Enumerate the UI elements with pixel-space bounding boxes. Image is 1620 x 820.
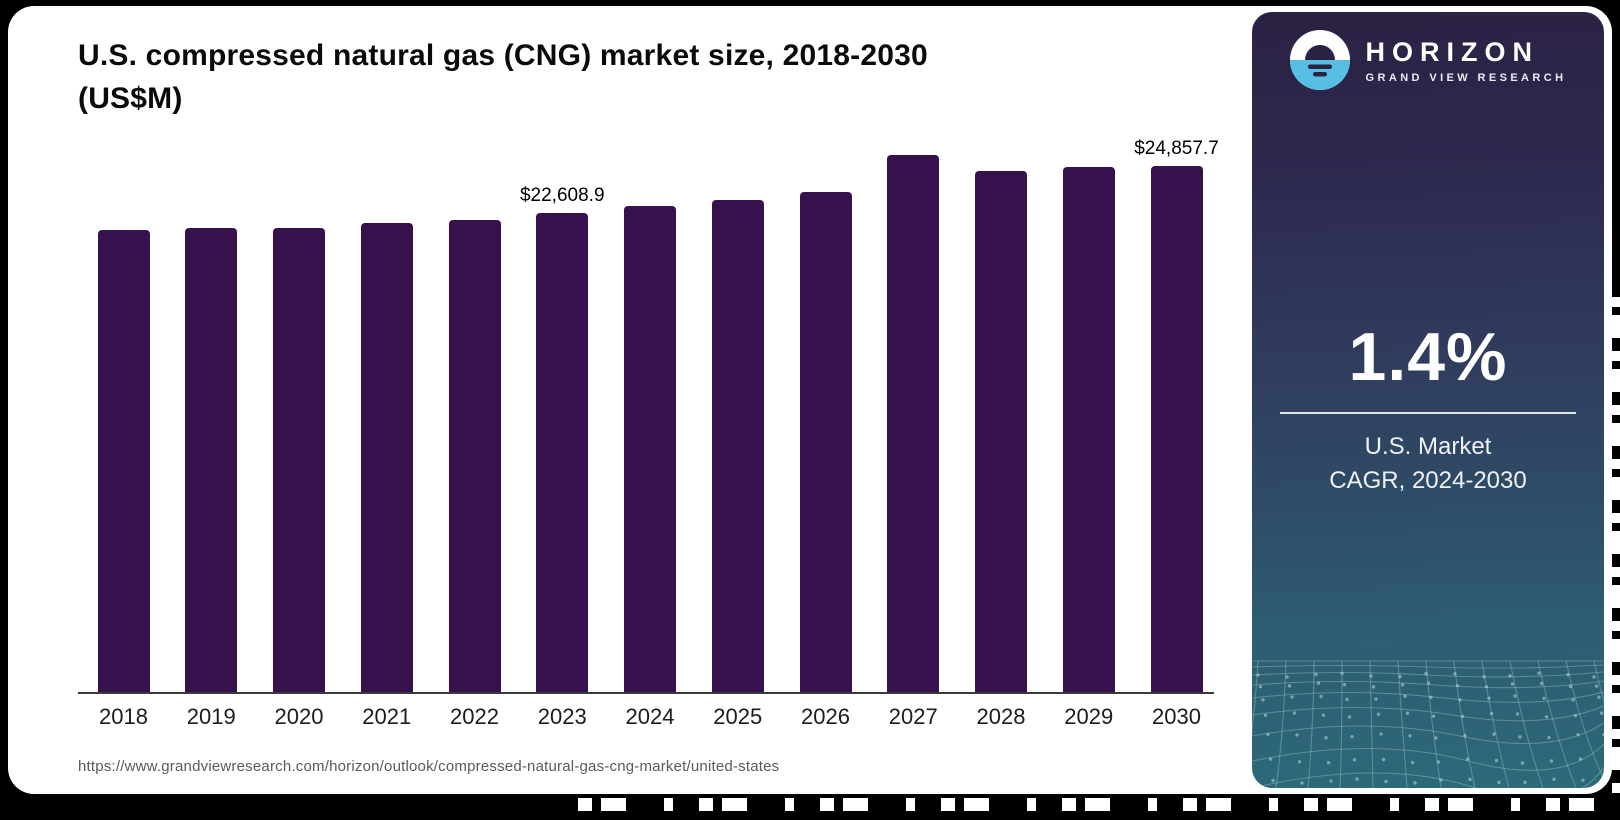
bar-2019	[185, 227, 238, 692]
source-url: https://www.grandviewresearch.com/horizo…	[78, 758, 780, 775]
bar-2028	[975, 171, 1027, 692]
cagr-label-line2: CAGR, 2024-2030	[1329, 467, 1527, 494]
x-tick-2029: 2029	[1064, 704, 1114, 729]
edge-artifact-bottom-dashes	[552, 798, 1620, 811]
x-tick-2020: 2020	[274, 704, 324, 729]
brand-text: HORIZON GRAND VIEW RESEARCH	[1366, 37, 1567, 84]
edge-artifact-right	[1612, 284, 1620, 796]
x-tick-2028: 2028	[976, 704, 1026, 729]
bar-2022	[448, 219, 501, 692]
chart-title-line1: U.S. compressed natural gas (CNG) market…	[78, 39, 928, 72]
bar-2018	[97, 230, 150, 692]
stat-divider	[1280, 412, 1576, 414]
x-axis-line	[78, 692, 1214, 694]
x-tick-2024: 2024	[625, 704, 675, 729]
x-tick-2025: 2025	[713, 704, 763, 729]
bar-2020	[273, 228, 325, 692]
bar-2025	[711, 200, 764, 692]
cagr-value: 1.4%	[1348, 319, 1508, 395]
sidebar-panel: HORIZON GRAND VIEW RESEARCH 1.4% U.S. Ma…	[1252, 12, 1604, 788]
edge-artifact-bottom	[552, 798, 1620, 811]
bar-2023	[536, 213, 589, 692]
cagr-stat: 1.4% U.S. Market CAGR, 2024-2030	[1252, 320, 1604, 498]
value-label-2030: $24,857.7	[1134, 137, 1219, 159]
brand-name: HORIZON	[1365, 36, 1540, 67]
horizon-sun-icon	[1289, 30, 1350, 90]
x-tick-2027: 2027	[888, 704, 938, 729]
bar-2026	[799, 191, 852, 692]
chart-title-line2: (US$M)	[78, 82, 183, 115]
bar-2021	[360, 223, 413, 692]
chart-title: U.S. compressed natural gas (CNG) market…	[78, 34, 1178, 120]
bar-2024	[624, 206, 676, 692]
cagr-label-line1: U.S. Market	[1364, 433, 1492, 460]
brand-subtitle: GRAND VIEW RESEARCH	[1365, 71, 1567, 84]
x-tick-2019: 2019	[186, 704, 236, 729]
report-card: U.S. compressed natural gas (CNG) market…	[8, 6, 1612, 794]
mesh-pattern	[1252, 660, 1604, 788]
bar-2030	[1150, 165, 1203, 692]
x-tick-2030: 2030	[1152, 704, 1201, 729]
brand-logo: HORIZON GRAND VIEW RESEARCH	[1252, 30, 1604, 90]
x-tick-2022: 2022	[450, 704, 499, 729]
bar-2027	[887, 155, 940, 692]
edge-artifact-right-dashes	[1612, 284, 1620, 796]
x-tick-2026: 2026	[801, 704, 850, 729]
x-tick-2023: 2023	[537, 704, 587, 729]
x-tick-2021: 2021	[362, 704, 412, 729]
bar-2029	[1062, 167, 1115, 692]
value-label-2023: $22,608.9	[519, 185, 605, 207]
x-tick-2018: 2018	[99, 704, 148, 729]
